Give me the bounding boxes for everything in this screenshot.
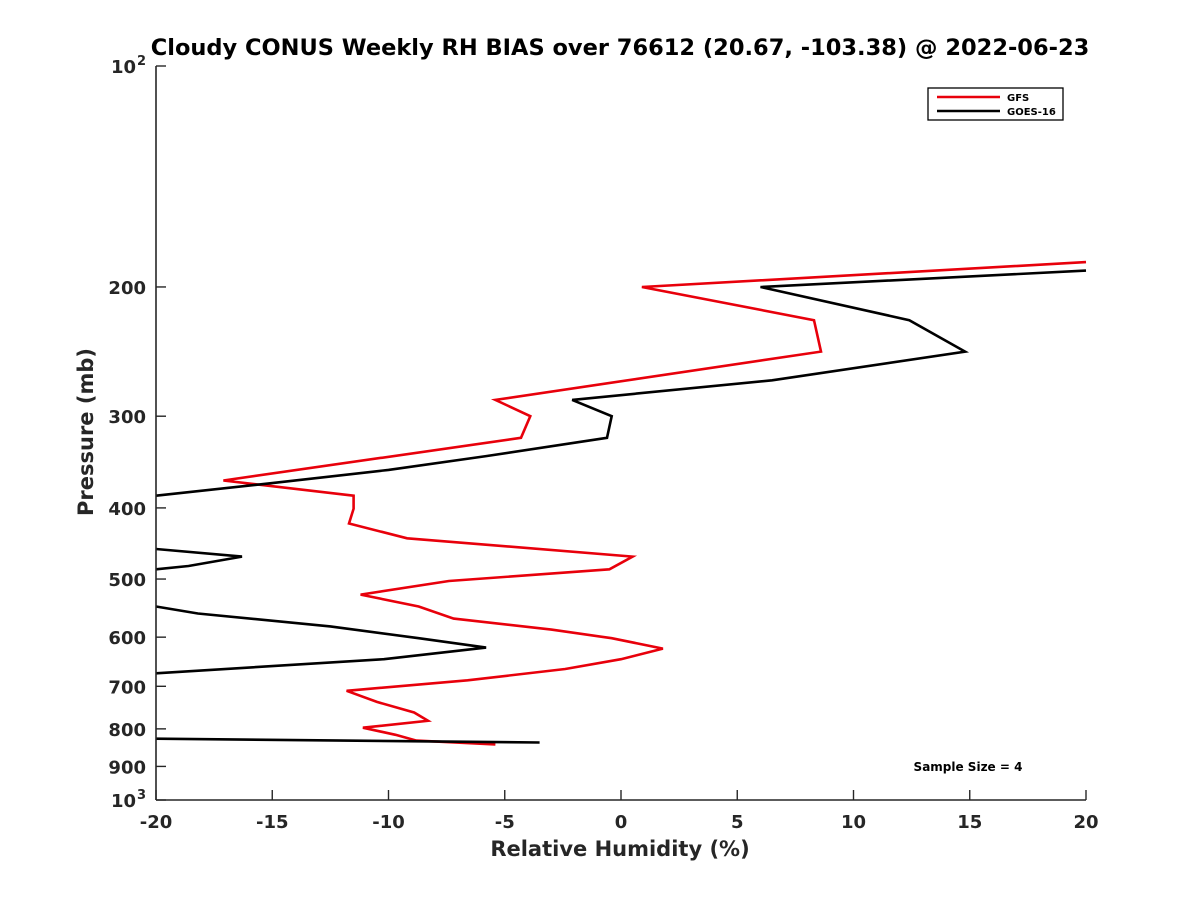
- y-tick-exponent: 2: [137, 54, 146, 69]
- y-tick-label: 500: [108, 570, 146, 591]
- y-tick-label: 400: [108, 499, 146, 520]
- series-gfs: [223, 260, 1087, 746]
- y-tick-exponent: 3: [137, 788, 146, 803]
- series-line-1-seg-0: [155, 269, 1087, 497]
- series-goes-16: [155, 269, 1087, 744]
- y-tick-label: 300: [108, 407, 146, 428]
- y-tick-label: 600: [108, 628, 146, 649]
- series-line-1-seg-2: [155, 605, 487, 675]
- y-axis-label: Pressure (mb): [74, 348, 98, 516]
- sample-size-annotation: Sample Size = 4: [914, 760, 1023, 774]
- series-layer: [155, 260, 1087, 746]
- legend-entry-gfs: GFS: [937, 93, 1029, 104]
- x-tick-label: -15: [256, 812, 289, 833]
- y-tick-label: 200: [108, 278, 146, 299]
- x-tick-label: -20: [140, 812, 173, 833]
- legend: GFS GOES-16: [927, 87, 1064, 121]
- x-tick-label: 10: [841, 812, 866, 833]
- y-tick-label: 800: [108, 720, 146, 741]
- x-axis-label: Relative Humidity (%): [490, 837, 749, 861]
- axes-layer: [155, 66, 1086, 801]
- legend-label-gfs: GFS: [1007, 93, 1029, 104]
- legend-entry-goes16: GOES-16: [937, 107, 1056, 118]
- y-tick-label: 10: [111, 791, 136, 812]
- x-tick-label: -10: [372, 812, 405, 833]
- legend-box: [927, 87, 1064, 121]
- x-tick-label: -5: [495, 812, 515, 833]
- y-tick-label: 700: [108, 677, 146, 698]
- y-tick-label: 900: [108, 757, 146, 778]
- x-tick-label: 0: [615, 812, 628, 833]
- x-tick-label: 15: [957, 812, 982, 833]
- series-line-0-seg-0: [223, 260, 1087, 746]
- x-tick-label: 20: [1073, 812, 1098, 833]
- series-line-1-seg-3: [155, 737, 540, 744]
- y-tick-label: 10: [111, 57, 136, 78]
- chart-title: Cloudy CONUS Weekly RH BIAS over 76612 (…: [151, 35, 1090, 61]
- x-tick-label: 5: [731, 812, 744, 833]
- series-line-1-seg-1: [155, 547, 243, 571]
- legend-label-goes16: GOES-16: [1007, 107, 1056, 118]
